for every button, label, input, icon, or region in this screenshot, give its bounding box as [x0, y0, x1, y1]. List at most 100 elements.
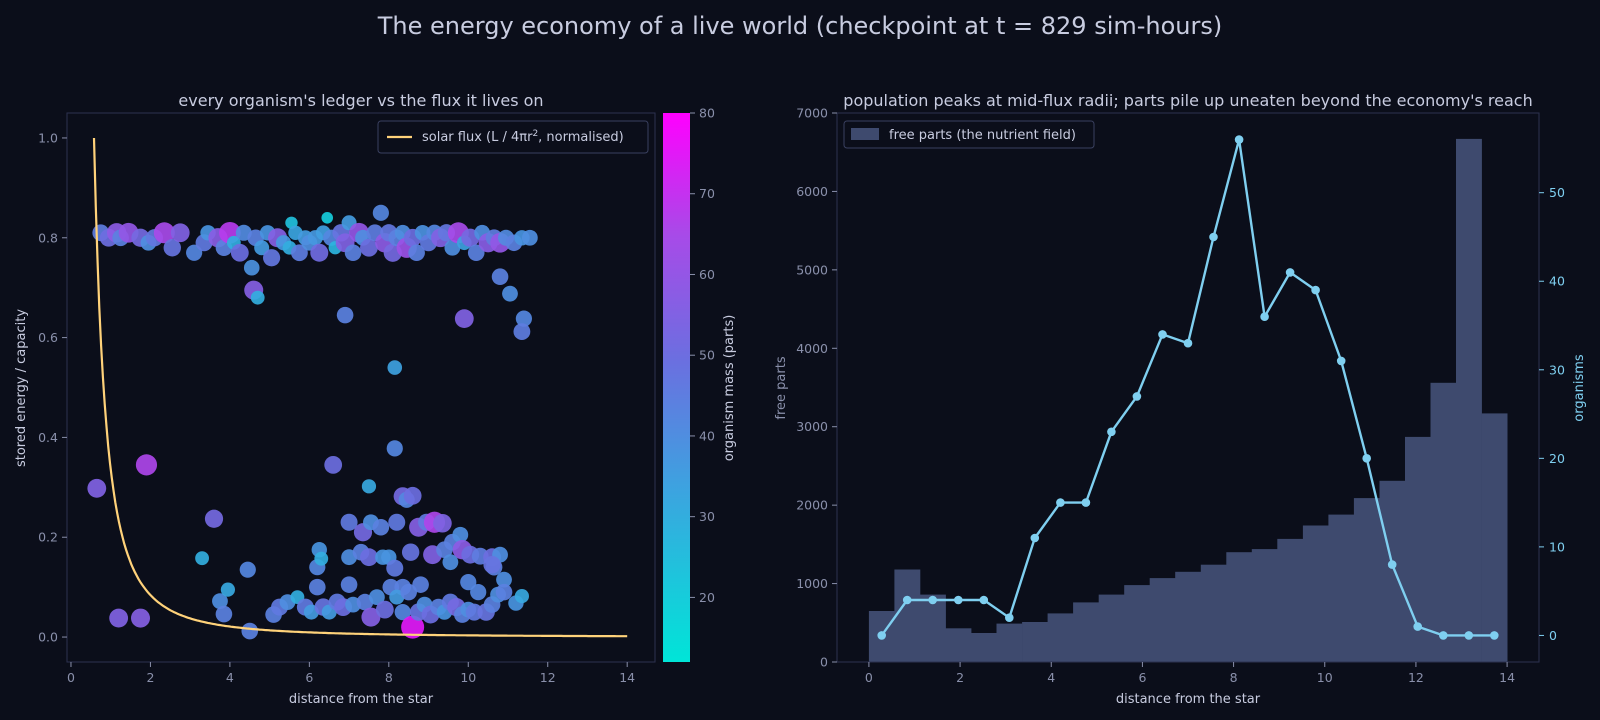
organisms-point: [1362, 454, 1371, 463]
colorbar-tick-label: 30: [699, 509, 715, 524]
organisms-point: [1260, 312, 1269, 322]
organism-point: [401, 543, 420, 561]
organisms-point: [928, 595, 937, 605]
organism-point: [454, 309, 474, 329]
organism-point: [403, 486, 422, 505]
organism-point: [360, 548, 378, 567]
organism-point: [135, 454, 158, 476]
organisms-point: [1158, 330, 1167, 339]
organisms-point: [1209, 232, 1218, 242]
free-parts-bar: [1226, 552, 1253, 662]
left-x-tick-label: 12: [540, 670, 556, 685]
free-parts-bar: [1022, 622, 1048, 662]
organism-point: [460, 574, 477, 591]
left-x-tick-label: 0: [67, 670, 75, 685]
organism-point: [220, 582, 236, 597]
organism-point: [372, 204, 389, 221]
organism-point: [470, 584, 487, 601]
organism-point: [360, 238, 378, 257]
organism-point: [344, 244, 362, 262]
organisms-point: [1464, 631, 1474, 640]
free-parts-bar: [1277, 538, 1304, 662]
right-x-axis-label: distance from the star: [1116, 692, 1261, 707]
organism-point: [408, 244, 425, 262]
left-x-tick-label: 14: [619, 670, 635, 685]
free-parts-bar: [1379, 480, 1406, 662]
free-parts-bar: [1456, 138, 1482, 662]
free-parts-bar: [1353, 498, 1380, 662]
organism-point: [442, 554, 459, 571]
organism-point: [361, 607, 381, 627]
organism-point: [467, 244, 485, 262]
right-x-tick-label: 0: [865, 670, 873, 685]
organism-point: [195, 551, 209, 566]
organism-point: [375, 549, 391, 565]
organism-point: [515, 310, 532, 327]
left-x-tick-label: 6: [305, 670, 313, 685]
organisms-point: [1030, 533, 1040, 543]
organism-point: [452, 526, 469, 543]
left-plot-area: [67, 113, 655, 662]
right-y2-tick-label: 10: [1549, 539, 1565, 554]
colorbar-gradient: [663, 113, 690, 662]
organism-point: [263, 249, 281, 267]
left-legend-box: [377, 120, 649, 154]
organisms-point: [1107, 427, 1116, 437]
right-panel: population peaks at mid-flux radii; part…: [774, 91, 1587, 707]
organism-point: [386, 559, 404, 577]
organism-point: [308, 578, 326, 596]
right-y2-tick-label: 20: [1549, 451, 1565, 466]
organism-point: [502, 285, 518, 302]
left-y-tick-label: 0.2: [38, 530, 58, 545]
right-x-tick-label: 4: [1047, 670, 1055, 685]
organisms-markers: [877, 135, 1499, 640]
free-parts-bar: [1251, 549, 1278, 662]
organism-point: [340, 576, 358, 593]
right-y-axis-left: 0 1000 2000 3000 4000 5000 6000 7000: [796, 106, 837, 670]
organism-point: [212, 593, 228, 610]
organism-point: [436, 541, 453, 559]
organisms-point: [1056, 498, 1065, 507]
right-x-tick-label: 2: [956, 670, 964, 685]
free-parts-bar: [920, 594, 946, 662]
right-y-tick-label: 2000: [796, 498, 828, 513]
left-x-axis-label: distance from the star: [289, 692, 434, 707]
free-parts-bar: [1098, 594, 1125, 662]
organism-point: [412, 576, 429, 593]
right-y-tick-label: 6000: [796, 184, 828, 199]
left-legend: solar flux (L / 4πr2, normalised): [377, 120, 649, 154]
organism-point: [163, 239, 181, 257]
right-y2-tick-label: 50: [1549, 185, 1565, 200]
organism-point: [239, 561, 256, 578]
organisms-point: [1311, 285, 1320, 295]
free-parts-bar: [1124, 585, 1151, 662]
organism-point: [521, 229, 538, 246]
organisms-point: [1490, 631, 1499, 640]
right-legend-box: [843, 120, 1095, 149]
free-parts-bar: [996, 623, 1023, 662]
organisms-point: [1081, 498, 1091, 507]
organism-point: [243, 259, 260, 276]
organism-point: [250, 290, 265, 305]
organism-point: [514, 589, 530, 604]
colorbar-tick-label: 50: [699, 348, 715, 363]
organism-point: [491, 268, 509, 286]
organism-point: [215, 605, 233, 623]
organism-point: [314, 551, 329, 566]
left-y-tick-label: 1.0: [38, 130, 58, 145]
right-plot-frame: [836, 112, 1540, 663]
organisms-point: [1132, 392, 1142, 401]
organism-point: [388, 513, 406, 531]
organism-point: [230, 243, 249, 262]
organisms-point: [1285, 268, 1295, 277]
organism-point: [170, 223, 190, 243]
right-y-tick-label: 4000: [796, 341, 828, 356]
right-y-tick-label: 7000: [796, 106, 828, 121]
free-parts-bar: [1047, 613, 1074, 662]
organisms-point: [954, 595, 963, 605]
organism-point: [387, 360, 403, 375]
organisms-point: [877, 631, 886, 640]
right-x-tick-label: 8: [1230, 670, 1238, 685]
organism-point: [131, 608, 150, 628]
organism-point: [386, 440, 403, 457]
